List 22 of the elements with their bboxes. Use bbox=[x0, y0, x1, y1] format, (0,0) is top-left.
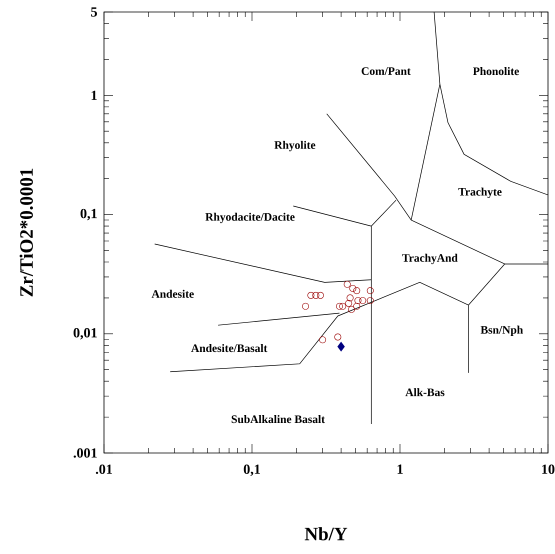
x-tick-label: .01 bbox=[96, 464, 112, 474]
annotation: Alk-Bas bbox=[405, 388, 444, 396]
annotation: Phonolite bbox=[473, 67, 519, 76]
y-tick-label: 5 bbox=[91, 7, 97, 17]
annotation: Rhyolite bbox=[274, 140, 316, 152]
annotation: Andesite/Basalt bbox=[191, 344, 268, 352]
x-tick-label: 10 bbox=[542, 464, 554, 474]
annotation: TrachyAnd bbox=[402, 254, 458, 264]
annotation: Bsn/Nph bbox=[480, 326, 523, 336]
annotation: Trachyte bbox=[458, 188, 502, 198]
y-tick-label: .001 bbox=[74, 448, 97, 458]
y-tick-label: 0,1 bbox=[80, 208, 97, 220]
annotation: Andesite bbox=[152, 290, 194, 298]
x-tick-label: 1 bbox=[398, 464, 403, 474]
y-tick-label: 0,01 bbox=[74, 328, 97, 340]
x-axis-title: Nb/Y bbox=[304, 527, 348, 540]
annotation: Rhyodacite/Dacite bbox=[205, 212, 295, 224]
x-tick-label: 0,1 bbox=[244, 464, 260, 476]
y-tick-label: 1 bbox=[92, 90, 97, 100]
annotation: SubAlkaline Basalt bbox=[232, 415, 325, 424]
annotation: Com/Pant bbox=[362, 67, 411, 75]
y-axis-title: Zr/TiO2*0.0001 bbox=[20, 168, 33, 296]
